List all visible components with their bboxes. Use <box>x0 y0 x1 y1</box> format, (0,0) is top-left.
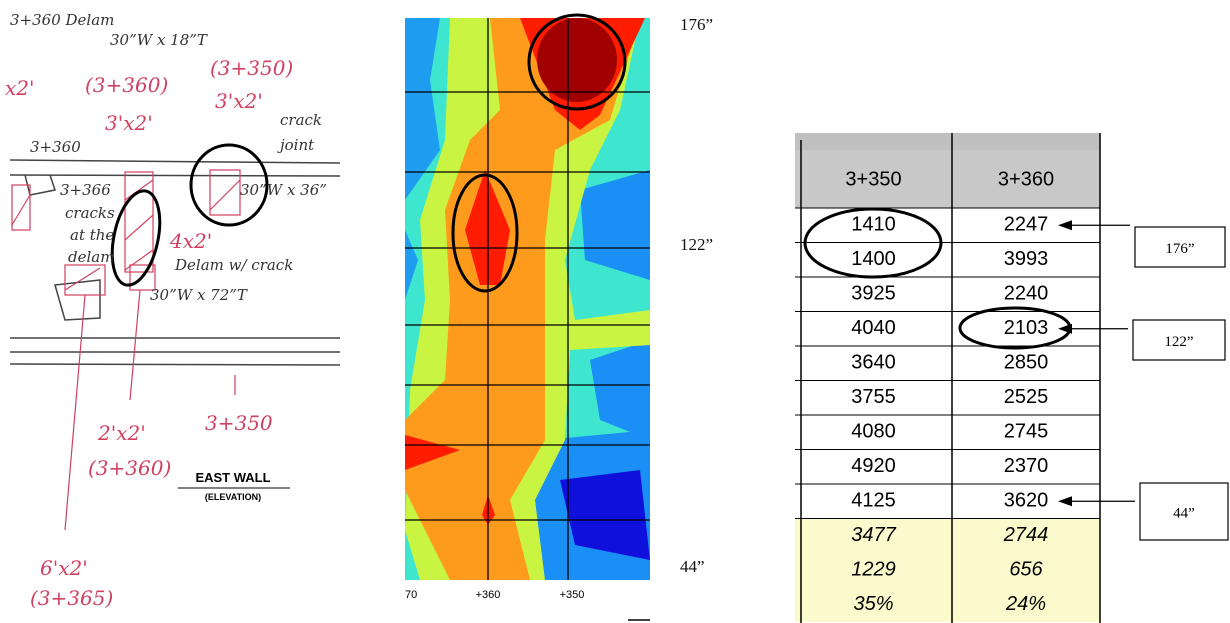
summary-band <box>795 519 1100 623</box>
table-cell: 2850 <box>1004 352 1049 374</box>
note: 3+360 <box>30 138 81 156</box>
table-cell: 2103 <box>1004 317 1049 339</box>
arrow-head <box>1058 496 1072 506</box>
page: 3+360 Delam 30”W x 18”T 3+360 crack join… <box>0 0 1230 623</box>
callout-label: 44” <box>1173 506 1195 522</box>
note: 3'x2' <box>215 89 263 113</box>
contour-plot <box>405 15 650 620</box>
table-cell: 1410 <box>851 214 896 236</box>
note: 3'x2' <box>105 111 153 135</box>
note: crack <box>280 111 322 129</box>
x-label: +360 <box>476 589 501 601</box>
note: 4x2' <box>169 229 212 253</box>
y-label: 122” <box>680 235 713 254</box>
table-cell: 3993 <box>1004 248 1049 270</box>
note: (3+365) <box>30 586 113 610</box>
table-cell: 4040 <box>851 317 896 339</box>
header-cell: 3+350 <box>845 168 901 190</box>
header-cell: 3+360 <box>998 168 1054 190</box>
note: (3+360) <box>85 73 168 97</box>
table-cell: 2745 <box>1004 421 1049 443</box>
note: (3+360) <box>88 456 171 480</box>
x-label: 70 <box>405 589 417 601</box>
table-cell: 3925 <box>851 283 896 305</box>
table-cell: 2525 <box>1004 386 1049 408</box>
note: 3+350 <box>205 411 273 435</box>
table-cell: 3620 <box>1004 490 1049 512</box>
table-cell: 4080 <box>851 421 896 443</box>
note: 2'x2' <box>97 421 146 445</box>
summary-cell: 3477 <box>851 524 896 546</box>
y-label: 44” <box>680 557 705 576</box>
note: joint <box>277 136 315 154</box>
arrow-head <box>1058 220 1072 230</box>
callout-label: 176” <box>1165 241 1194 257</box>
table-cell: 2247 <box>1004 214 1049 236</box>
table-cell: 4125 <box>851 490 896 512</box>
note: 3+360 Delam <box>10 11 114 29</box>
summary-cell: 35% <box>853 593 893 615</box>
table-cell: 2240 <box>1004 283 1049 305</box>
table-cell: 3755 <box>851 386 896 408</box>
table-cell: 3640 <box>851 352 896 374</box>
summary-cell: 656 <box>1009 559 1043 581</box>
note: Delam w/ crack <box>174 256 293 274</box>
caption-subtitle: (ELEVATION) <box>205 492 261 502</box>
note: delam <box>68 248 114 266</box>
table-cell: 1400 <box>851 248 896 270</box>
note: 6'x2' <box>40 556 88 580</box>
x-label: +350 <box>560 589 585 601</box>
sketch <box>10 145 340 530</box>
note: 30”W x 72”T <box>150 286 248 304</box>
data-table: 3+350 3+360 1410 2247 1400 3993 3925 2240 4040 21… <box>795 133 1228 623</box>
summary-cell: 24% <box>1005 593 1046 615</box>
note: 30”W x 36” <box>240 181 327 199</box>
note: cracks <box>65 204 115 222</box>
note: x2' <box>5 76 35 100</box>
caption-title: EAST WALL <box>195 470 270 485</box>
callout-label: 122” <box>1164 334 1193 350</box>
table-cell: 4920 <box>851 455 896 477</box>
summary-cell: 1229 <box>851 559 896 581</box>
summary-cell: 2744 <box>1003 524 1049 546</box>
note: (3+350) <box>210 56 293 80</box>
table-cell: 2370 <box>1004 455 1049 477</box>
arrow-head <box>1058 324 1072 334</box>
note: 30”W x 18”T <box>110 31 208 49</box>
note: 3+366 <box>60 181 111 199</box>
note: at the <box>70 226 114 244</box>
y-label: 176” <box>680 15 713 34</box>
